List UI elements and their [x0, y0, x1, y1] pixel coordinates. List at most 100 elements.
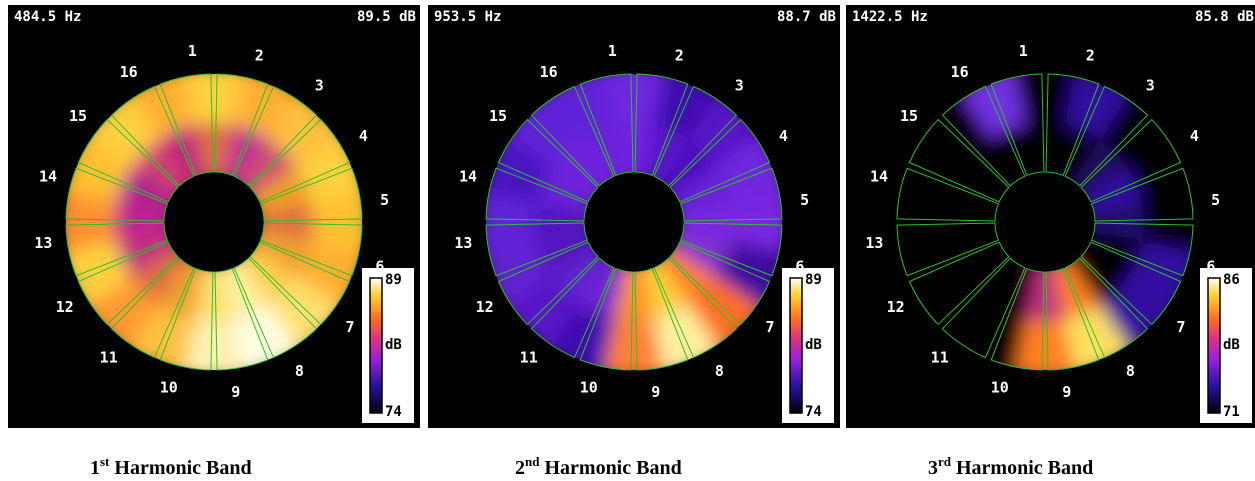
- caption-number: 1: [90, 457, 100, 479]
- heat-inner: [253, 202, 313, 243]
- heat-inner: [578, 255, 627, 320]
- sector-outline: [990, 73, 1045, 177]
- heat-outer: [913, 89, 991, 167]
- sector-label: 5: [800, 191, 809, 209]
- sector-label: 15: [69, 107, 87, 125]
- heat-inner: [1066, 244, 1128, 305]
- sector-label: 12: [476, 298, 494, 316]
- sector-label: 1: [188, 42, 197, 60]
- sector-label: 10: [991, 378, 1009, 396]
- caption-suffix: rd: [938, 454, 952, 469]
- sector-outline: [214, 73, 269, 177]
- sector-label: 7: [1176, 318, 1185, 336]
- sector-outline: [249, 118, 351, 203]
- sector-label: 2: [255, 47, 264, 65]
- sector-label: 5: [380, 191, 389, 209]
- caption-number: 2: [515, 457, 525, 479]
- caption-suffix: nd: [525, 454, 540, 469]
- sector-outline: [485, 222, 589, 277]
- heat-inner: [614, 123, 655, 183]
- sector-outline: [908, 241, 1010, 326]
- sector-outline: [1090, 222, 1194, 277]
- sector-outline: [249, 241, 351, 326]
- sector-outline: [485, 167, 589, 222]
- heatmap-fill: [486, 74, 782, 370]
- colorbar: 89 dB 74: [362, 268, 414, 423]
- heat-outer: [1014, 74, 1078, 126]
- sector-label: 11: [520, 348, 538, 366]
- heat-outer: [82, 89, 160, 167]
- heat-outer: [502, 89, 580, 167]
- sector-outline: [941, 85, 1026, 187]
- sector-label: 13: [34, 234, 52, 252]
- sector-outline: [990, 267, 1045, 371]
- colorbar: 89 dB 74: [782, 268, 834, 423]
- sector-outline: [669, 118, 771, 203]
- heat-inner: [551, 139, 613, 200]
- sector-label: 7: [345, 318, 354, 336]
- heat-inner: [656, 139, 717, 201]
- caption-text: Harmonic Band: [956, 457, 1093, 479]
- sector-label: 2: [1086, 47, 1095, 65]
- sector-outline: [214, 267, 269, 371]
- sector-label: 15: [489, 107, 507, 125]
- sector-label: 15: [900, 107, 918, 125]
- sector-label: 11: [100, 348, 118, 366]
- sector-outline: [896, 167, 1000, 222]
- sector-outline: [634, 73, 689, 177]
- heat-inner: [641, 124, 690, 189]
- sector-outline: [941, 257, 1026, 359]
- sector-outline: [110, 85, 195, 187]
- heat-inner: [235, 244, 297, 305]
- heat-inner: [115, 201, 175, 242]
- sector-outline: [908, 118, 1010, 203]
- sector-outline: [159, 267, 214, 371]
- sector-label: 14: [459, 167, 477, 185]
- sector-label: 9: [231, 383, 240, 401]
- frequency: 484.5 Hz: [14, 9, 81, 25]
- colorbar-gradient: [789, 277, 803, 414]
- sector-outline: [669, 241, 771, 326]
- sector-label: 3: [735, 77, 744, 95]
- caption-suffix: st: [100, 454, 110, 469]
- sector-label: 12: [887, 298, 905, 316]
- colorbar-unit: dB: [385, 337, 402, 353]
- sector-outline: [1064, 257, 1149, 359]
- heat-inner: [946, 201, 1006, 242]
- heat-outer: [268, 277, 346, 355]
- caption-number: 3: [928, 457, 938, 479]
- heat-inner: [1084, 202, 1144, 243]
- heat-inner: [962, 243, 1023, 305]
- sector-outline: [530, 85, 615, 187]
- sector-outline: [110, 257, 195, 359]
- sector-label: 16: [951, 63, 969, 81]
- heat-inner: [158, 255, 207, 320]
- heat-outer: [269, 90, 347, 168]
- heat-outer: [730, 191, 782, 255]
- heat-outer: [1100, 90, 1178, 168]
- heat-inner: [1078, 229, 1143, 278]
- heat-outer: [183, 74, 247, 126]
- caption-text: Harmonic Band: [544, 457, 681, 479]
- caption: 1st Harmonic Band: [90, 454, 252, 479]
- level: 89.5 dB: [357, 9, 416, 25]
- colorbar-max: 89: [385, 272, 402, 288]
- heat-outer: [1099, 277, 1177, 355]
- sector-outline: [896, 222, 1000, 277]
- sector-label: 4: [1190, 127, 1199, 145]
- sector-outline: [679, 222, 783, 277]
- sector-outline: [579, 73, 634, 177]
- heat-inner: [551, 243, 612, 305]
- sector-outline: [1045, 267, 1100, 371]
- frequency: 953.5 Hz: [434, 9, 501, 25]
- sector-label: 11: [931, 348, 949, 366]
- colorbar-min: 71: [1223, 404, 1240, 420]
- colorbar-max: 89: [805, 272, 822, 288]
- sector-label: 2: [675, 47, 684, 65]
- sector-outline: [65, 222, 169, 277]
- sector-outline: [1090, 167, 1194, 222]
- heat-outer: [688, 277, 766, 355]
- sector-label: 9: [651, 383, 660, 401]
- sector-label: 3: [315, 77, 324, 95]
- sector-outline: [579, 267, 634, 371]
